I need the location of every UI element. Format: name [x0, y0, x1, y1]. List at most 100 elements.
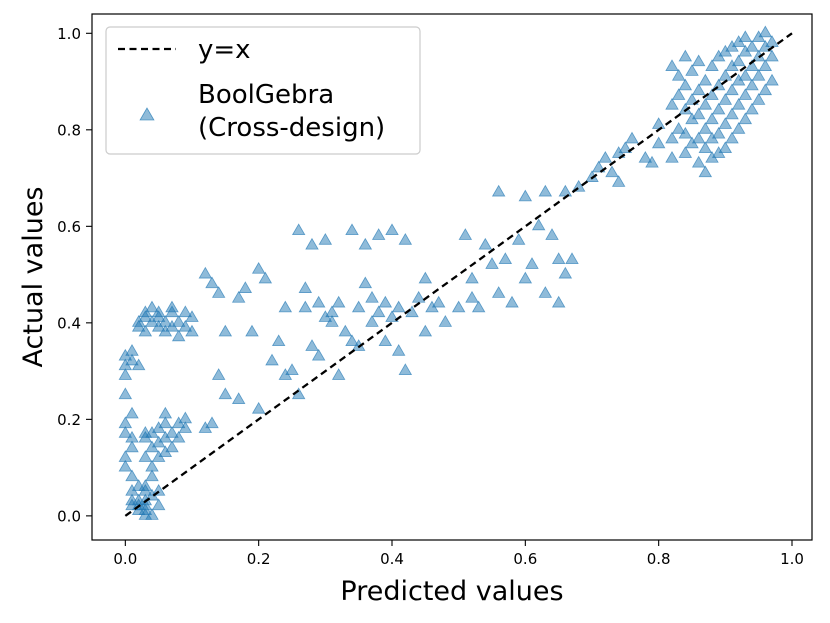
data-point [125, 430, 139, 443]
data-point [145, 508, 159, 520]
data-point [258, 271, 273, 284]
data-point [705, 59, 719, 71]
data-point [385, 223, 399, 236]
legend-label-scatter: BoolGebra (Cross-design) [198, 80, 385, 143]
data-point [245, 324, 259, 337]
data-point [325, 315, 339, 327]
data-point [511, 233, 526, 245]
data-point [691, 83, 706, 96]
data-point [738, 88, 753, 100]
data-point [618, 141, 633, 154]
data-point [238, 281, 253, 293]
data-point [125, 406, 139, 419]
data-point [211, 368, 226, 380]
data-point [318, 233, 333, 245]
data-point [711, 126, 726, 139]
data-point [698, 97, 713, 110]
data-point [178, 319, 193, 332]
data-point [671, 88, 686, 100]
data-point [398, 233, 413, 245]
data-point [165, 300, 179, 313]
data-point [118, 459, 133, 472]
data-point [431, 295, 446, 308]
data-point [125, 440, 139, 453]
data-point [745, 59, 759, 71]
data-point [358, 276, 373, 289]
data-point [151, 305, 166, 318]
data-point [738, 112, 753, 125]
data-point [545, 228, 559, 240]
data-point [251, 261, 266, 274]
x-tick-label: 0.6 [513, 550, 537, 568]
data-point [458, 228, 473, 240]
x-tick-label: 0.0 [113, 550, 137, 568]
data-point [491, 286, 506, 298]
data-point [298, 300, 313, 313]
data-point [731, 122, 746, 134]
data-point [665, 131, 679, 144]
data-point [691, 107, 706, 120]
legend-label-scatter-line: BoolGebra [198, 80, 334, 110]
data-point [638, 150, 653, 163]
data-point [231, 290, 246, 303]
data-point [218, 324, 233, 337]
data-point [185, 324, 199, 337]
data-point [311, 295, 326, 308]
data-point [525, 257, 539, 269]
data-point [718, 93, 733, 105]
data-point [605, 165, 619, 178]
data-point [678, 126, 693, 139]
legend: y=x BoolGebra (Cross-design) [105, 26, 421, 155]
y-tick-label: 1.0 [57, 25, 81, 43]
data-point [498, 252, 513, 265]
data-point [351, 300, 366, 313]
data-point [378, 295, 393, 308]
data-point [505, 295, 519, 308]
data-point [565, 252, 579, 265]
data-point [751, 93, 766, 105]
data-point [138, 479, 153, 491]
data-point [758, 25, 773, 38]
x-tick-label: 0.8 [647, 550, 671, 568]
data-point [345, 334, 359, 347]
data-point [538, 286, 553, 298]
data-point [705, 112, 719, 125]
data-point [251, 401, 266, 414]
data-point [691, 131, 706, 144]
axes-frame [91, 13, 813, 541]
data-point [231, 392, 246, 404]
data-point [558, 266, 573, 279]
y-tick-label: 0.6 [57, 218, 81, 236]
data-point [465, 271, 479, 284]
data-point [478, 237, 493, 250]
axes-layer: 0.0 0.2 0.4 0.6 0.8 1.0 0.0 0.2 0.4 0.6 0.8 1.0 Pred… [18, 13, 813, 607]
data-point [325, 305, 339, 318]
data-point [678, 49, 693, 62]
data-point [438, 315, 453, 327]
data-point [698, 165, 713, 178]
y-tick-label: 0.2 [57, 411, 81, 429]
data-point [345, 223, 359, 236]
data-point [725, 107, 739, 120]
data-point [418, 271, 433, 284]
data-point [278, 300, 293, 313]
data-point [385, 310, 399, 322]
data-point [158, 406, 173, 419]
data-point [171, 430, 186, 443]
data-point [131, 358, 146, 371]
data-point [391, 343, 406, 356]
data-point [738, 30, 753, 43]
data-point [125, 469, 139, 482]
y-tick-label: 0.4 [57, 314, 81, 332]
legend-triangle-swatch [139, 107, 155, 121]
data-point [211, 286, 226, 298]
data-point [371, 228, 386, 240]
data-point [271, 334, 286, 347]
y-tick-label: 0.8 [57, 121, 81, 139]
legend-frame [105, 26, 421, 155]
data-point [538, 184, 553, 197]
data-point [665, 59, 679, 71]
data-point [598, 150, 613, 163]
data-point [698, 122, 713, 134]
